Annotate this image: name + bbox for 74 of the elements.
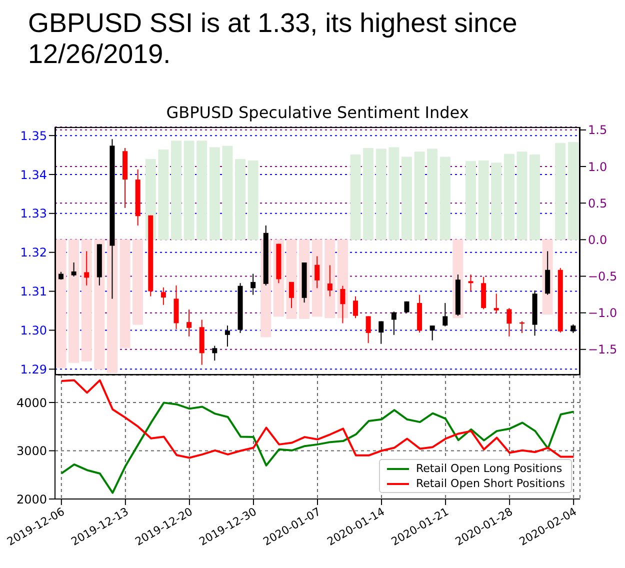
chart-title: GBPUSD SSI is at 1.33, its highest since 12/26/2019. xyxy=(28,8,518,70)
bar xyxy=(568,142,578,240)
y2-tick-label: 0.5 xyxy=(588,196,608,210)
candlestick xyxy=(84,250,90,286)
y-tick-label: 1.35 xyxy=(20,128,47,143)
candlestick xyxy=(353,296,358,319)
candlestick xyxy=(506,308,512,337)
bar xyxy=(555,142,566,240)
candlestick xyxy=(340,285,346,324)
bar xyxy=(350,154,361,240)
candlestick xyxy=(545,250,550,296)
candlestick xyxy=(224,325,230,348)
candlestick xyxy=(366,316,371,344)
bar xyxy=(68,239,80,363)
bar xyxy=(196,140,208,240)
y2-tick-label: 0.0 xyxy=(588,232,608,247)
bar xyxy=(209,147,220,240)
candlestick xyxy=(494,293,499,314)
y-tick-label: 1.29 xyxy=(20,362,47,376)
chart-subtitle: GBPUSD Speculative Sentiment Index xyxy=(165,103,470,122)
candlestick xyxy=(71,262,76,277)
candlestick xyxy=(430,325,435,341)
y-tick-label: 1.31 xyxy=(20,284,47,299)
y2-tick-label: −0.5 xyxy=(588,270,618,284)
candlestick xyxy=(468,274,474,292)
bar xyxy=(414,152,425,240)
y-tick-label: 1.34 xyxy=(20,168,47,182)
bar xyxy=(184,140,194,240)
bar xyxy=(248,160,258,240)
bar xyxy=(427,148,438,240)
bar xyxy=(376,148,386,240)
bar xyxy=(324,239,336,318)
candlestick xyxy=(442,302,448,327)
bar xyxy=(440,156,450,240)
bar xyxy=(466,161,476,240)
y-tick-label: 1.30 xyxy=(20,323,47,338)
candlestick xyxy=(160,286,166,306)
legend-label: Retail Open Short Positions xyxy=(416,476,565,491)
bar xyxy=(222,146,233,240)
candlestick xyxy=(391,311,396,336)
y2-tick-label: 1.5 xyxy=(588,123,608,138)
y2-tick-label: −1.5 xyxy=(588,342,618,357)
candlestick xyxy=(327,264,332,297)
legend-label: Retail Open Long Positions xyxy=(416,461,562,476)
bar xyxy=(478,160,489,240)
candlestick xyxy=(378,320,384,344)
candlestick xyxy=(186,309,192,337)
y-tick-label: 4000 xyxy=(16,396,47,410)
line-series xyxy=(60,379,575,459)
bar xyxy=(530,154,540,240)
y-tick-label: 1.32 xyxy=(20,246,47,260)
bar xyxy=(81,239,92,362)
bar xyxy=(56,239,66,368)
y2-tick-label: −1.0 xyxy=(588,306,618,320)
bar xyxy=(132,239,144,325)
candlestick xyxy=(288,281,294,309)
candlestick xyxy=(250,273,256,296)
line-series xyxy=(60,402,575,494)
y-tick-label: 2000 xyxy=(16,492,47,506)
y-tick-label: 3000 xyxy=(16,444,47,458)
bar xyxy=(170,140,182,240)
bar xyxy=(120,239,130,348)
y-tick-label: 1.33 xyxy=(20,206,47,221)
bar xyxy=(158,149,169,240)
candlestick xyxy=(212,345,218,362)
bar xyxy=(504,154,514,240)
bar xyxy=(363,148,374,240)
bar xyxy=(235,158,246,240)
bar xyxy=(401,156,412,240)
bar xyxy=(491,162,502,240)
y2-tick-label: 1.0 xyxy=(588,160,608,174)
bar xyxy=(388,147,400,240)
candlestick xyxy=(314,256,320,289)
bar xyxy=(516,152,528,240)
